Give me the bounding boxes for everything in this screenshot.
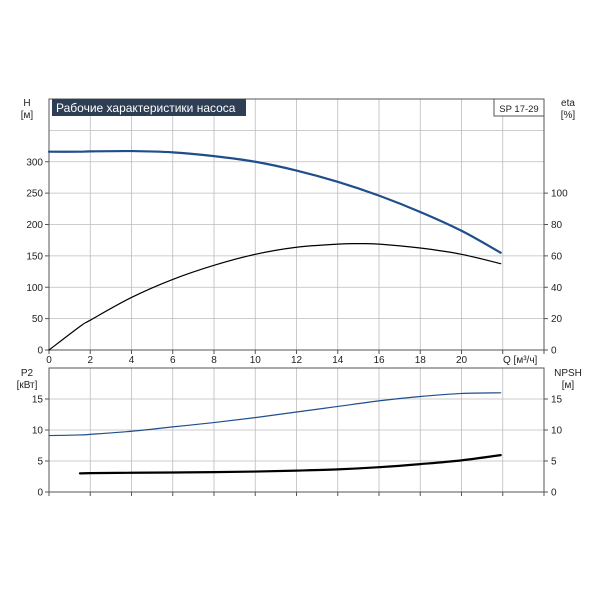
y-axis-label-left: [кВт] xyxy=(17,380,38,391)
y-tick-label-left: 300 xyxy=(26,157,43,168)
y-tick-label-left: 5 xyxy=(37,457,43,468)
y-tick-label-right: 15 xyxy=(551,395,563,406)
y-axis-label-right: eta xyxy=(561,98,575,109)
x-tick-label: 14 xyxy=(332,355,344,366)
x-tick-label: 8 xyxy=(211,355,217,366)
y-tick-label-right: 60 xyxy=(551,251,563,262)
y-axis-label-left: [м] xyxy=(21,110,34,121)
y-tick-label-right: 10 xyxy=(551,426,563,437)
x-tick-label: 6 xyxy=(170,355,176,366)
x-tick-label: 4 xyxy=(129,355,135,366)
chart-title-box xyxy=(52,99,246,116)
y-tick-label-right: 80 xyxy=(551,220,563,231)
x-tick-label: 2 xyxy=(87,355,93,366)
power-npsh-panel: 0 5 10 15 0 5 10 15 P2[кВт] NPSH[м] xyxy=(17,367,582,499)
series-line xyxy=(48,242,502,351)
y-axis-label-left: P2 xyxy=(21,368,34,379)
x-tick-label: 10 xyxy=(250,355,262,366)
y-tick-label-right: 0 xyxy=(551,488,557,499)
model-label-box xyxy=(493,98,545,117)
y-axis-label-right: [м] xyxy=(562,380,575,391)
model-label: SP 17-29 xyxy=(499,104,538,115)
y-tick-label-left: 50 xyxy=(32,314,44,325)
y-tick-label-right: 5 xyxy=(551,457,557,468)
x-tick-label: 18 xyxy=(415,355,427,366)
y-tick-label-left: 200 xyxy=(26,220,43,231)
y-tick-label-right: 0 xyxy=(551,346,557,357)
y-tick-label-left: 10 xyxy=(32,426,44,437)
y-axis-label-right: [%] xyxy=(561,110,576,121)
head-efficiency-panel: 0 50 100 150 200 250 300 0 20 40 60 80 100 0 2 4 6 8 10 12 1… xyxy=(21,98,576,366)
y-tick-label-left: 0 xyxy=(37,346,43,357)
y-tick-label-right: 100 xyxy=(551,189,568,200)
y-tick-label-left: 0 xyxy=(37,488,43,499)
y-tick-label-right: 40 xyxy=(551,283,563,294)
x-tick-label: 12 xyxy=(291,355,303,366)
x-axis-label: Q [м³/ч] xyxy=(503,355,538,366)
series-line xyxy=(47,149,502,254)
y-axis-label-left: H xyxy=(23,98,30,109)
y-tick-label-right: 20 xyxy=(551,314,563,325)
x-tick-label: 16 xyxy=(373,355,385,366)
chart-title: Рабочие характеристики насоса xyxy=(56,101,236,115)
x-tick-label: 20 xyxy=(456,355,468,366)
series-line xyxy=(78,454,502,475)
y-tick-label-left: 150 xyxy=(26,251,43,262)
x-tick-label: 0 xyxy=(46,355,52,366)
y-tick-label-left: 15 xyxy=(32,395,44,406)
y-tick-label-left: 100 xyxy=(26,283,43,294)
y-axis-label-right: NPSH xyxy=(554,368,582,379)
series-line xyxy=(48,392,502,437)
y-tick-label-left: 250 xyxy=(26,189,43,200)
